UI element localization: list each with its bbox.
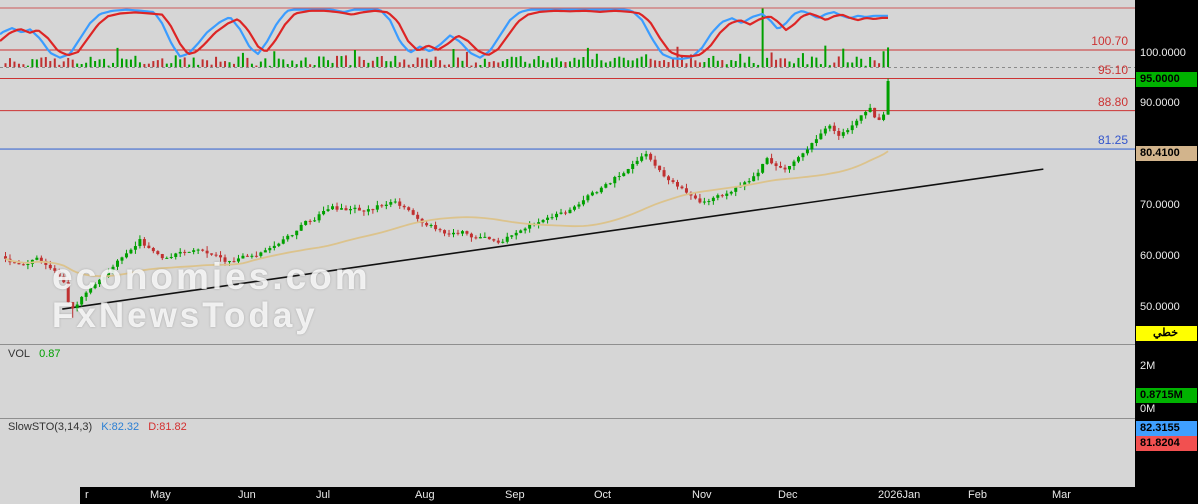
price-level-label: 88.80 bbox=[1097, 94, 1128, 109]
volume-chart-canvas[interactable] bbox=[0, 0, 1135, 74]
price-axis[interactable]: 95.0000 80.4100 خطي 0.8715M 82.3155 81.8… bbox=[1135, 0, 1198, 504]
month-label: Dec bbox=[778, 489, 798, 501]
volume-tick-label: 2M bbox=[1140, 360, 1156, 372]
month-label: Jun bbox=[238, 489, 256, 501]
price-tick-label: 60.0000 bbox=[1140, 250, 1180, 263]
month-label: Mar bbox=[1052, 489, 1071, 501]
price-tick-label: 70.0000 bbox=[1140, 199, 1180, 212]
time-axis-corner bbox=[0, 487, 80, 504]
price-tick-label: 100.0000 bbox=[1140, 46, 1186, 59]
chart-style-tag[interactable]: خطي bbox=[1136, 326, 1197, 341]
month-label: Oct bbox=[594, 489, 612, 501]
price-tick-label: 50.0000 bbox=[1140, 301, 1180, 314]
volume-indicator-label: VOL bbox=[8, 348, 31, 360]
last-price-tag: 95.0000 bbox=[1136, 72, 1197, 87]
panel-separator bbox=[0, 418, 1135, 419]
time-axis[interactable]: r May Jun Jul Aug Sep Oct Nov Dec 2026Jan Feb Mar bbox=[0, 487, 1198, 504]
month-label: 2026Jan bbox=[878, 489, 921, 501]
month-label: r bbox=[85, 489, 89, 501]
stochastic-indicator-label: SlowSTO(3,14,3) bbox=[8, 421, 93, 433]
price-level-label: 81.25 bbox=[1097, 133, 1128, 148]
stochastic-k-value-tag: 82.3155 bbox=[1136, 421, 1197, 436]
stochastic-d-value-tag: 81.8204 bbox=[1136, 436, 1197, 451]
price-chart-canvas[interactable] bbox=[0, 0, 1135, 345]
chart-plot-area[interactable]: economies.com FxNewsToday VOL 0.87 SlowS… bbox=[0, 0, 1135, 487]
month-label: Nov bbox=[692, 489, 712, 501]
price-level-label: 100.70 bbox=[1091, 34, 1128, 49]
volume-panel-header: VOL 0.87 bbox=[8, 348, 67, 360]
stochastic-k-label: K:82.32 bbox=[101, 421, 140, 433]
watermark-fxnewstoday: FxNewsToday bbox=[52, 296, 318, 335]
price-tick-label: 90.0000 bbox=[1140, 97, 1180, 110]
stochastic-d-label: D:81.82 bbox=[148, 421, 187, 433]
moving-average-tag: 80.4100 bbox=[1136, 146, 1197, 161]
volume-indicator-value: 0.87 bbox=[39, 348, 61, 360]
current-volume-tag: 0.8715M bbox=[1136, 388, 1197, 403]
stochastic-panel-header: SlowSTO(3,14,3) K:82.32 D:81.82 bbox=[8, 421, 193, 433]
panel-separator bbox=[0, 344, 1135, 345]
price-level-label: 95.10 bbox=[1097, 62, 1128, 77]
watermark-economies: economies.com bbox=[52, 256, 371, 297]
month-label: Feb bbox=[968, 489, 987, 501]
stochastic-chart-canvas[interactable] bbox=[0, 0, 1135, 68]
month-label: Aug bbox=[415, 489, 435, 501]
volume-tick-label: 0M bbox=[1140, 403, 1156, 415]
month-label: Jul bbox=[316, 489, 331, 501]
month-label: May bbox=[150, 489, 171, 501]
month-label: Sep bbox=[505, 489, 525, 501]
